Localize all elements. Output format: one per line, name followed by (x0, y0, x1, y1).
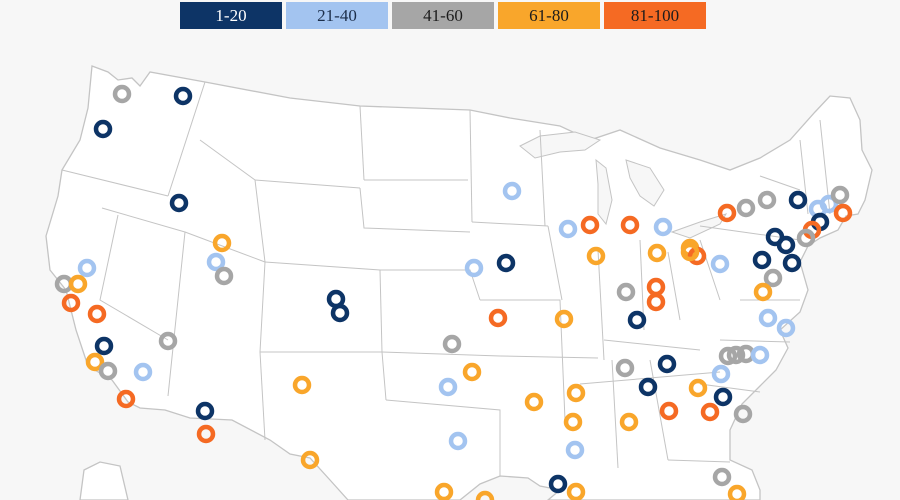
location-marker[interactable] (554, 309, 574, 329)
location-marker[interactable] (653, 217, 673, 237)
location-marker[interactable] (565, 440, 585, 460)
location-marker[interactable] (727, 484, 747, 500)
location-marker[interactable] (133, 362, 153, 382)
location-marker[interactable] (700, 402, 720, 422)
location-marker[interactable] (292, 375, 312, 395)
location-marker[interactable] (758, 308, 778, 328)
location-marker[interactable] (615, 358, 635, 378)
location-marker[interactable] (438, 377, 458, 397)
location-marker[interactable] (619, 412, 639, 432)
location-marker[interactable] (712, 467, 732, 487)
location-marker[interactable] (196, 424, 216, 444)
location-marker[interactable] (85, 352, 105, 372)
location-marker[interactable] (638, 377, 658, 397)
location-marker[interactable] (752, 250, 772, 270)
location-marker[interactable] (566, 383, 586, 403)
legend-item-21-40: 21-40 (286, 2, 388, 29)
location-marker[interactable] (726, 345, 746, 365)
location-marker[interactable] (753, 282, 773, 302)
legend-item-41-60: 41-60 (392, 2, 494, 29)
location-marker[interactable] (496, 253, 516, 273)
location-marker[interactable] (717, 203, 737, 223)
location-marker[interactable] (98, 361, 118, 381)
location-marker[interactable] (657, 354, 677, 374)
location-marker[interactable] (647, 243, 667, 263)
alaska-hint (79, 461, 129, 500)
location-markers (54, 84, 853, 500)
location-marker[interactable] (659, 401, 679, 421)
location-marker[interactable] (206, 252, 226, 272)
location-marker[interactable] (718, 346, 738, 366)
location-marker[interactable] (830, 185, 850, 205)
location-marker[interactable] (796, 228, 816, 248)
location-marker[interactable] (93, 119, 113, 139)
location-marker[interactable] (688, 378, 708, 398)
location-marker[interactable] (736, 198, 756, 218)
location-marker[interactable] (158, 331, 178, 351)
location-marker[interactable] (788, 190, 808, 210)
location-marker[interactable] (464, 258, 484, 278)
location-marker[interactable] (61, 293, 81, 313)
location-marker[interactable] (763, 268, 783, 288)
location-marker[interactable] (750, 345, 770, 365)
location-marker[interactable] (563, 412, 583, 432)
location-marker[interactable] (214, 266, 234, 286)
location-marker[interactable] (757, 190, 777, 210)
location-marker[interactable] (502, 181, 522, 201)
location-marker[interactable] (442, 334, 462, 354)
location-marker[interactable] (77, 258, 97, 278)
location-marker[interactable] (782, 253, 802, 273)
location-marker[interactable] (462, 362, 482, 382)
location-marker[interactable] (548, 474, 568, 494)
location-marker[interactable] (776, 235, 796, 255)
legend-item-81-100: 81-100 (604, 2, 706, 29)
location-marker[interactable] (776, 318, 796, 338)
location-marker[interactable] (710, 254, 730, 274)
location-marker[interactable] (116, 389, 136, 409)
location-marker[interactable] (566, 482, 586, 500)
location-marker[interactable] (488, 308, 508, 328)
location-marker[interactable] (711, 364, 731, 384)
legend-item-61-80: 61-80 (498, 2, 600, 29)
location-marker[interactable] (173, 86, 193, 106)
location-marker[interactable] (195, 401, 215, 421)
state-borders (61, 81, 831, 476)
location-marker[interactable] (646, 292, 666, 312)
location-marker[interactable] (627, 310, 647, 330)
location-marker[interactable] (713, 387, 733, 407)
location-marker[interactable] (169, 193, 189, 213)
location-marker[interactable] (819, 194, 839, 214)
location-marker[interactable] (330, 303, 350, 323)
location-marker[interactable] (94, 336, 114, 356)
location-marker[interactable] (580, 215, 600, 235)
location-marker[interactable] (620, 215, 640, 235)
location-marker[interactable] (112, 84, 132, 104)
lake-michigan (595, 158, 613, 226)
legend-item-1-20: 1-20 (180, 2, 282, 29)
location-marker[interactable] (524, 392, 544, 412)
location-marker[interactable] (434, 482, 454, 500)
location-marker[interactable] (212, 233, 232, 253)
location-marker[interactable] (616, 282, 636, 302)
location-marker[interactable] (300, 450, 320, 470)
location-marker[interactable] (87, 304, 107, 324)
location-marker[interactable] (680, 242, 700, 262)
location-marker[interactable] (448, 431, 468, 451)
location-marker[interactable] (68, 274, 88, 294)
location-marker[interactable] (475, 490, 495, 500)
location-marker[interactable] (586, 246, 606, 266)
location-marker[interactable] (833, 203, 853, 223)
lake-huron (625, 159, 665, 207)
location-marker[interactable] (733, 404, 753, 424)
map-legend: 1-20 21-40 41-60 61-80 81-100 (180, 2, 706, 29)
location-marker[interactable] (558, 219, 578, 239)
